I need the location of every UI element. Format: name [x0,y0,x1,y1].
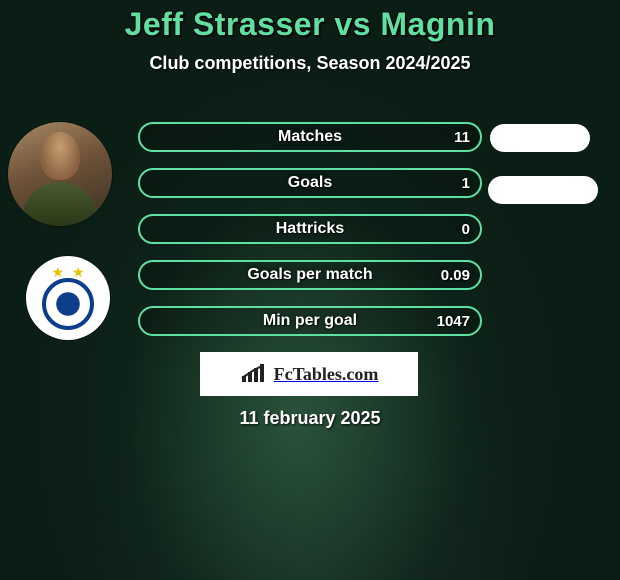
stat-label: Matches [140,124,480,150]
club-badge-ring: G [42,278,94,330]
stat-row-hattricks: Hattricks 0 [138,214,482,244]
stat-row-matches: Matches 11 [138,122,482,152]
comparison-pill [488,176,598,204]
stat-label: Min per goal [140,308,480,334]
stat-value: 0.09 [441,262,470,288]
club-badge-initial: G [53,289,83,319]
date-label: 11 february 2025 [0,408,620,429]
title-left: Jeff Strasser [125,6,325,42]
comparison-pill [490,124,590,152]
stat-value: 0 [462,216,470,242]
stat-row-min-per-goal: Min per goal 1047 [138,306,482,336]
stat-value: 1 [462,170,470,196]
avatar-column: ★★ G [8,122,123,340]
stat-label: Hattricks [140,216,480,242]
brand-link[interactable]: FcTables.com [200,352,418,396]
brand-chart-icon [240,364,268,384]
brand-name: FcTables.com [274,364,379,385]
stat-row-goals-per-match: Goals per match 0.09 [138,260,482,290]
stat-label: Goals [140,170,480,196]
stat-value: 11 [454,124,470,150]
stat-value: 1047 [437,308,470,334]
club-avatar: ★★ G [26,256,110,340]
title-right: Magnin [380,6,495,42]
page-subtitle: Club competitions, Season 2024/2025 [0,53,620,74]
stat-row-goals: Goals 1 [138,168,482,198]
stats-column: Matches 11 Goals 1 Hattricks 0 Goals per… [138,122,482,352]
stat-label: Goals per match [140,262,480,288]
comparison-pills-column [490,122,612,228]
player-avatar [8,122,112,226]
page-title: Jeff Strasser vs Magnin [0,6,620,43]
infographic-root: Jeff Strasser vs Magnin Club competition… [0,0,620,580]
title-vs: vs [325,6,380,42]
